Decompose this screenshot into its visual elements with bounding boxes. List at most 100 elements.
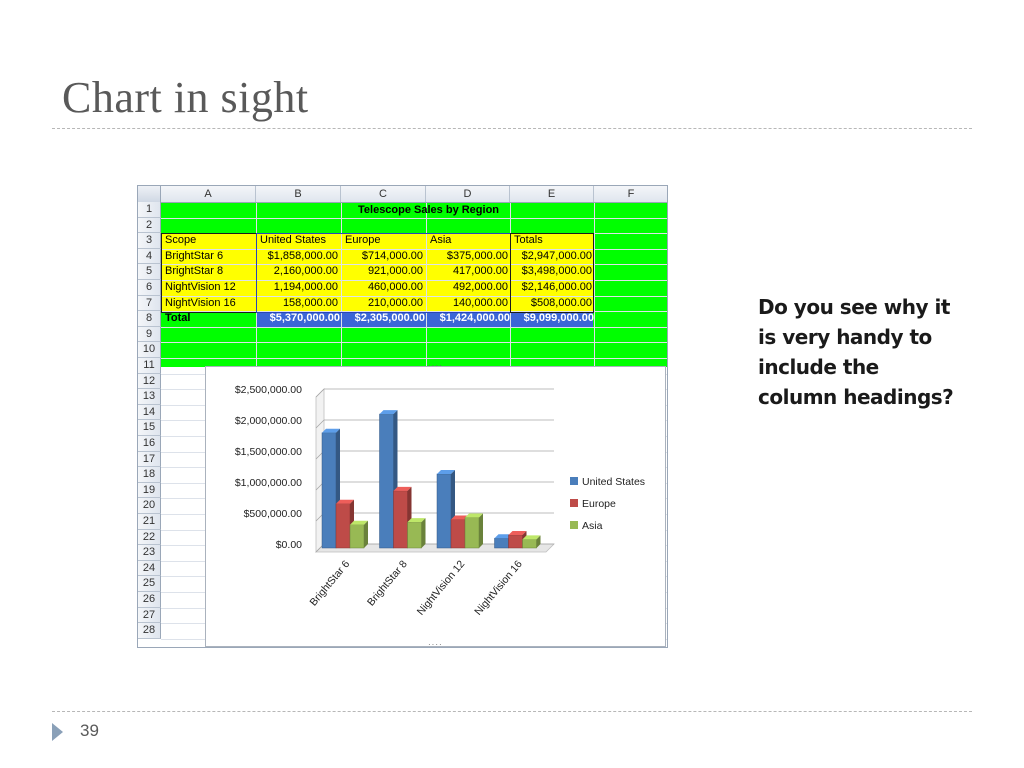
row-header[interactable]: 23 xyxy=(138,545,161,561)
row-header[interactable]: 3 xyxy=(138,233,161,249)
resize-handle-bottom[interactable]: ···· xyxy=(428,640,443,649)
totals-column-border xyxy=(510,233,594,313)
grid-line xyxy=(161,248,667,250)
total-asia-cell[interactable]: $1,424,000.00 xyxy=(439,312,510,325)
legend-label: Asia xyxy=(582,520,603,532)
column-header-f[interactable]: F xyxy=(594,186,667,202)
header-cell[interactable]: United States xyxy=(260,234,327,247)
row-header[interactable]: 25 xyxy=(138,576,161,592)
row-header[interactable]: 1 xyxy=(138,202,161,218)
column-header-c[interactable]: C xyxy=(341,186,426,202)
side-question-text: Do you see why it is very handy to inclu… xyxy=(758,295,954,409)
total-grand-cell[interactable]: $9,099,000.00 xyxy=(523,312,594,325)
row-header[interactable]: 10 xyxy=(138,342,161,358)
total-cell[interactable]: $508,000.00 xyxy=(530,296,592,309)
row-header[interactable]: 13 xyxy=(138,389,161,405)
row-header[interactable]: 16 xyxy=(138,436,161,452)
row-header[interactable]: 7 xyxy=(138,295,161,312)
row-header[interactable]: 12 xyxy=(138,373,161,390)
row-header[interactable]: 19 xyxy=(138,482,161,499)
us-cell[interactable]: 1,194,000.00 xyxy=(273,281,338,293)
header-cell[interactable]: Scope xyxy=(165,234,197,247)
grid-line xyxy=(161,217,667,219)
x-tick-label: BrightStar 6 xyxy=(307,558,352,608)
row-header[interactable]: 20 xyxy=(138,498,161,514)
row-header[interactable]: 8 xyxy=(138,311,161,327)
column-header-e[interactable]: E xyxy=(510,186,594,202)
header-cell[interactable]: Europe xyxy=(345,234,381,247)
row-header[interactable]: 2 xyxy=(138,217,161,234)
bar-top xyxy=(393,486,412,491)
grid-line xyxy=(161,280,667,281)
us-cell[interactable]: $1,858,000.00 xyxy=(267,249,338,262)
europe-cell[interactable]: 921,000.00 xyxy=(367,265,423,278)
europe-cell[interactable]: $714,000.00 xyxy=(361,249,423,262)
row-header[interactable]: 21 xyxy=(138,514,161,530)
total-us-cell[interactable]: $5,370,000.00 xyxy=(269,312,340,325)
row-header[interactable]: 28 xyxy=(138,623,161,639)
row-header[interactable]: 24 xyxy=(138,560,161,577)
bar-side xyxy=(536,535,541,548)
asia-cell[interactable]: 417,000.00 xyxy=(452,265,508,278)
footer-arrow-icon xyxy=(52,723,63,741)
sheet-title: Telescope Sales by Region xyxy=(358,204,500,216)
row-header[interactable]: 11 xyxy=(138,358,161,374)
scope-cell[interactable]: BrightStar 6 xyxy=(165,249,224,262)
row-header[interactable]: 15 xyxy=(138,420,161,436)
header-cell[interactable]: Totals xyxy=(514,234,543,247)
bar-united-states xyxy=(379,413,394,549)
scope-cell[interactable]: BrightStar 8 xyxy=(165,265,224,278)
europe-cell[interactable]: 210,000.00 xyxy=(367,296,423,309)
header-cell[interactable]: Asia xyxy=(430,234,452,247)
row-header[interactable]: 18 xyxy=(138,467,161,483)
row-header[interactable]: 4 xyxy=(138,248,161,265)
column-header-a[interactable]: A xyxy=(161,186,256,202)
total-cell[interactable]: $2,947,000.00 xyxy=(521,249,592,262)
select-all-corner[interactable] xyxy=(138,186,161,202)
us-cell[interactable]: 158,000.00 xyxy=(282,296,338,309)
row-header[interactable]: 26 xyxy=(138,592,161,608)
chart-frame[interactable]: ···· ···· $0.00 $500,000.00 $1,000,000.00 $… xyxy=(205,361,666,649)
gridline-depth xyxy=(315,419,325,429)
legend-label: Europe xyxy=(582,498,616,510)
asia-cell[interactable]: 140,000.00 xyxy=(452,296,508,309)
row-header[interactable]: 6 xyxy=(138,280,161,296)
bar-europe xyxy=(393,490,408,549)
column-header-d[interactable]: D xyxy=(426,186,510,202)
row-header[interactable]: 22 xyxy=(138,529,161,546)
resize-handle-top[interactable]: ···· xyxy=(428,361,443,370)
gridline-depth xyxy=(315,388,325,398)
us-cell[interactable]: 2,160,000.00 xyxy=(273,265,338,278)
y-tick-label: $0.00 xyxy=(276,539,302,551)
scope-cell[interactable]: NightVision 16 xyxy=(165,296,236,309)
slide-title: Chart in sight xyxy=(62,73,309,122)
y-tick-label: $2,000,000.00 xyxy=(235,415,302,427)
legend-swatch xyxy=(570,521,578,529)
row-header[interactable]: 14 xyxy=(138,404,161,421)
row-header[interactable]: 27 xyxy=(138,607,161,624)
row-header[interactable]: 5 xyxy=(138,264,161,280)
total-label-cell[interactable]: Total xyxy=(165,312,191,325)
y-tick-label: $1,500,000.00 xyxy=(235,446,302,458)
bar-top xyxy=(407,518,426,523)
grid-line xyxy=(161,326,667,328)
total-europe-cell[interactable]: $2,305,000.00 xyxy=(354,312,425,325)
row-header[interactable]: 17 xyxy=(138,451,161,468)
x-tick-label: NightVision 12 xyxy=(415,558,468,618)
scope-cell[interactable]: NightVision 12 xyxy=(165,281,236,293)
title-divider xyxy=(52,128,972,129)
total-cell[interactable]: $3,498,000.00 xyxy=(521,265,592,278)
grid-line xyxy=(161,311,667,313)
x-tick-label: BrightStar 8 xyxy=(365,558,410,608)
yellow-fill-region xyxy=(161,233,593,313)
total-cell[interactable]: $2,146,000.00 xyxy=(521,281,592,293)
bar-united-states xyxy=(321,432,337,549)
bar-europe xyxy=(450,519,466,549)
asia-cell[interactable]: 492,000.00 xyxy=(452,281,508,293)
bar-side xyxy=(421,518,426,548)
asia-cell[interactable]: $375,000.00 xyxy=(446,249,508,262)
column-header-b[interactable]: B xyxy=(256,186,341,202)
europe-cell[interactable]: 460,000.00 xyxy=(367,281,423,293)
bar-side xyxy=(479,513,483,548)
row-header[interactable]: 9 xyxy=(138,326,161,343)
